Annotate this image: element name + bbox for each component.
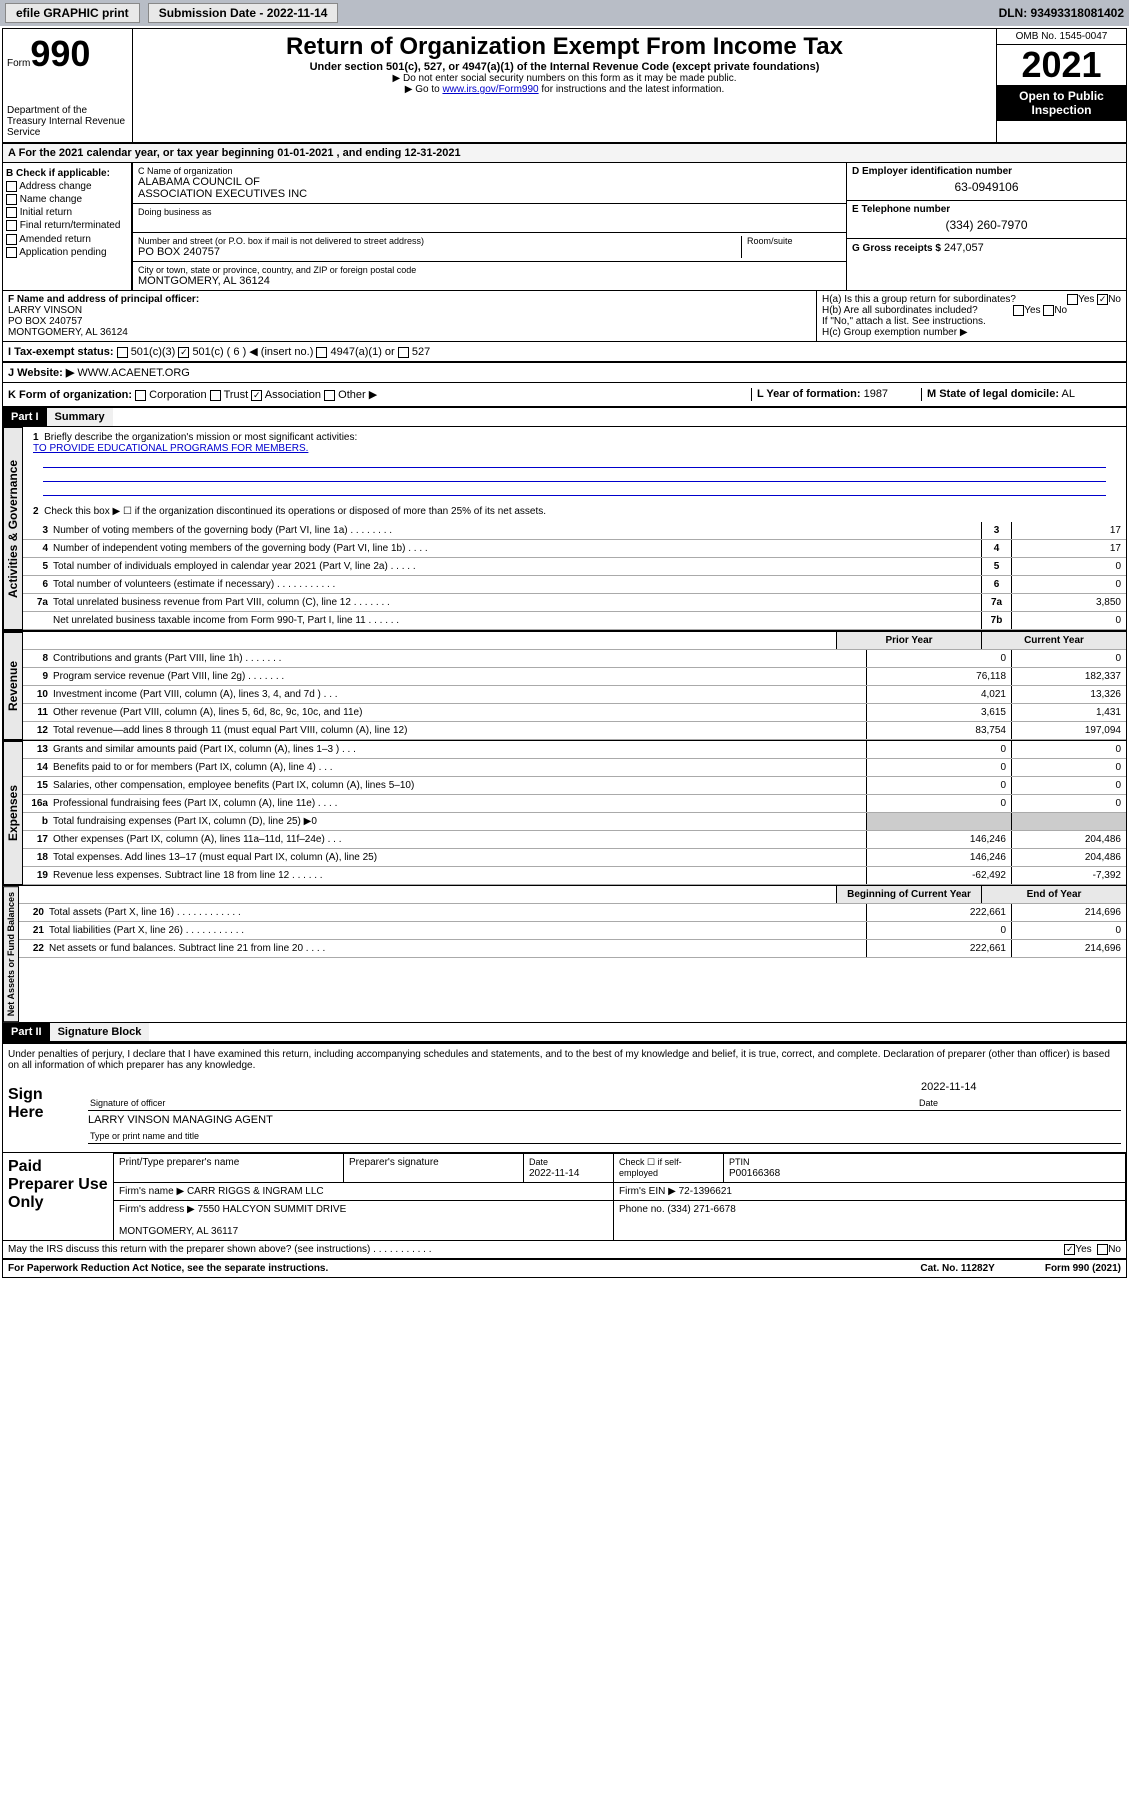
officer-label: F Name and address of principal officer: [8, 294, 811, 305]
ein-label: D Employer identification number [852, 166, 1121, 177]
subtitle-1: Under section 501(c), 527, or 4947(a)(1)… [137, 61, 992, 73]
check-final[interactable]: Final return/terminated [6, 220, 128, 231]
org-city: MONTGOMERY, AL 36124 [138, 275, 841, 287]
summary-line: 15Salaries, other compensation, employee… [23, 777, 1126, 795]
mission-text: TO PROVIDE EDUCATIONAL PROGRAMS FOR MEMB… [33, 443, 308, 454]
form-header: Form990 Department of the Treasury Inter… [3, 29, 1126, 144]
summary-line: 11Other revenue (Part VIII, column (A), … [23, 704, 1126, 722]
efile-button[interactable]: efile GRAPHIC print [5, 3, 140, 23]
summary-line: Net unrelated business taxable income fr… [23, 612, 1126, 630]
tax-year: 2021 [997, 45, 1126, 85]
summary-line: 4Number of independent voting members of… [23, 540, 1126, 558]
summary-line: 7aTotal unrelated business revenue from … [23, 594, 1126, 612]
summary-line: 19Revenue less expenses. Subtract line 1… [23, 867, 1126, 885]
part1-header: Part ISummary [3, 408, 1126, 427]
paid-preparer-label: Paid Preparer Use Only [3, 1153, 113, 1240]
gross-receipts: 247,057 [944, 242, 984, 254]
dba-label: Doing business as [138, 207, 841, 217]
ein-value: 63-0949106 [852, 177, 1121, 197]
prep-date: 2022-11-14 [529, 1168, 579, 1179]
firm-name: CARR RIGGS & INGRAM LLC [187, 1186, 324, 1197]
summary-line: 5Total number of individuals employed in… [23, 558, 1126, 576]
summary-line: 6Total number of volunteers (estimate if… [23, 576, 1126, 594]
tel-label: E Telephone number [852, 204, 1121, 215]
footer-form: Form 990 (2021) [1045, 1263, 1121, 1274]
check-application[interactable]: Application pending [6, 247, 128, 258]
summary-line: 13Grants and similar amounts paid (Part … [23, 741, 1126, 759]
part2-header: Part IISignature Block [3, 1023, 1126, 1042]
summary-line: 14Benefits paid to or for members (Part … [23, 759, 1126, 777]
form-title: Return of Organization Exempt From Incom… [137, 33, 992, 61]
omb-number: OMB No. 1545-0047 [997, 29, 1126, 45]
declaration: Under penalties of perjury, I declare th… [3, 1042, 1126, 1076]
check-name[interactable]: Name change [6, 194, 128, 205]
state-domicile: AL [1061, 388, 1074, 400]
submission-button[interactable]: Submission Date - 2022-11-14 [148, 3, 339, 23]
hc-label: H(c) Group exemption number ▶ [822, 327, 1121, 338]
check-address[interactable]: Address change [6, 181, 128, 192]
officer-addr: PO BOX 240757 MONTGOMERY, AL 36124 [8, 316, 811, 338]
summary-line: 9Program service revenue (Part VIII, lin… [23, 668, 1126, 686]
officer-sig-name: LARRY VINSON MANAGING AGENT [88, 1114, 1121, 1126]
org-name: ALABAMA COUNCIL OF ASSOCIATION EXECUTIVE… [138, 176, 841, 200]
form-org-type: K Form of organization: Corporation Trus… [8, 388, 751, 401]
hb-label: H(b) Are all subordinates included? Yes … [822, 305, 1121, 316]
footer-cat: Cat. No. 11282Y [920, 1263, 994, 1274]
org-name-label: C Name of organization [138, 166, 841, 176]
sig-date: 2022-11-14 [921, 1081, 1121, 1093]
summary-line: 3Number of voting members of the governi… [23, 522, 1126, 540]
irs-link[interactable]: www.irs.gov/Form990 [442, 84, 538, 95]
summary-line: bTotal fundraising expenses (Part IX, co… [23, 813, 1126, 831]
summary-line: 12Total revenue—add lines 8 through 11 (… [23, 722, 1126, 740]
summary-line: 20Total assets (Part X, line 16) . . . .… [19, 904, 1126, 922]
summary-line: 18Total expenses. Add lines 13–17 (must … [23, 849, 1126, 867]
firm-ein: 72-1396621 [679, 1186, 732, 1197]
dept-label: Department of the Treasury Internal Reve… [7, 105, 128, 138]
check-column: B Check if applicable: Address change Na… [3, 163, 133, 290]
summary-line: 22Net assets or fund balances. Subtract … [19, 940, 1126, 958]
vtab-governance: Activities & Governance [3, 427, 23, 630]
top-bar: efile GRAPHIC print Submission Date - 20… [0, 0, 1129, 26]
hb2-label: If "No," attach a list. See instructions… [822, 316, 1121, 327]
ptin: P00166368 [729, 1168, 780, 1179]
dln-label: DLN: 93493318081402 [999, 6, 1124, 20]
vtab-net: Net Assets or Fund Balances [3, 886, 19, 1022]
tel-value: (334) 260-7970 [852, 215, 1121, 235]
summary-line: 16aProfessional fundraising fees (Part I… [23, 795, 1126, 813]
year-formation: 1987 [864, 388, 888, 400]
form-number: Form990 [7, 33, 128, 75]
summary-line: 21Total liabilities (Part X, line 26) . … [19, 922, 1126, 940]
open-public: Open to Public Inspection [997, 85, 1126, 121]
subtitle-2: ▶ Do not enter social security numbers o… [137, 73, 992, 84]
summary-line: 10Investment income (Part VIII, column (… [23, 686, 1126, 704]
sign-here-label: Sign Here [3, 1076, 83, 1152]
vtab-revenue: Revenue [3, 632, 23, 740]
period-line: A For the 2021 calendar year, or tax yea… [3, 144, 1126, 163]
summary-line: 17Other expenses (Part IX, column (A), l… [23, 831, 1126, 849]
officer-name: LARRY VINSON [8, 305, 811, 316]
subtitle-3: ▶ Go to www.irs.gov/Form990 for instruct… [137, 84, 992, 95]
ha-label: H(a) Is this a group return for subordin… [822, 294, 1121, 305]
vtab-expenses: Expenses [3, 741, 23, 885]
summary-line: 8Contributions and grants (Part VIII, li… [23, 650, 1126, 668]
firm-phone: (334) 271-6678 [667, 1204, 735, 1215]
discuss-line: May the IRS discuss this return with the… [3, 1241, 1126, 1260]
check-initial[interactable]: Initial return [6, 207, 128, 218]
check-amended[interactable]: Amended return [6, 234, 128, 245]
website-url: WWW.ACAENET.ORG [77, 367, 189, 379]
footer-left: For Paperwork Reduction Act Notice, see … [8, 1263, 328, 1274]
form-container: Form990 Department of the Treasury Inter… [2, 28, 1127, 1278]
org-address: PO BOX 240757 [138, 246, 741, 258]
